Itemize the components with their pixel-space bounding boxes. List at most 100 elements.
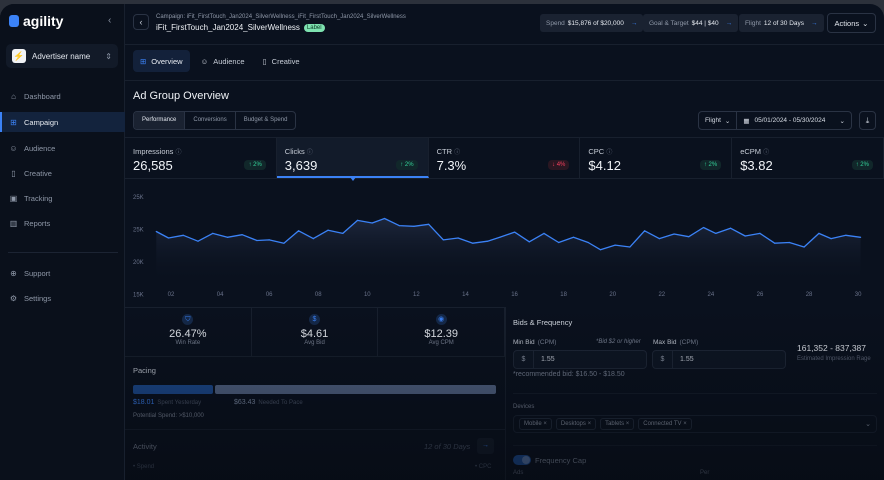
close-icon[interactable]: × bbox=[587, 421, 592, 427]
x-tick-label: 14 bbox=[462, 292, 469, 298]
stat-win-rate: ⛉ 26.47% Win Rate bbox=[125, 308, 252, 356]
globe-icon: ⊕ bbox=[10, 268, 17, 278]
tab-overview[interactable]: ⊞ Overview bbox=[133, 50, 190, 72]
advertiser-name: Advertiser name bbox=[32, 51, 91, 61]
divider bbox=[125, 429, 505, 430]
pill-label: Goal & Target bbox=[649, 19, 689, 27]
back-button[interactable]: ‹ bbox=[133, 14, 149, 30]
metric-change-badge: ↑ 2% bbox=[851, 160, 873, 170]
max-bid-label: Max Bid (CPM) bbox=[653, 339, 698, 346]
x-tick-label: 28 bbox=[806, 292, 813, 298]
device-chip[interactable]: Tablets × bbox=[600, 418, 635, 430]
label-badge: Label bbox=[303, 23, 325, 32]
per-label: Per bbox=[700, 470, 710, 476]
segment-conversions[interactable]: Conversions bbox=[185, 112, 236, 129]
sidebar-item-settings[interactable]: ⚙ Settings bbox=[0, 288, 125, 308]
chip-label: Mobile bbox=[524, 421, 542, 427]
download-button[interactable]: ⤓ bbox=[859, 111, 876, 130]
date-range-picker[interactable]: ▦ 05/01/2024 - 05/30/2024 ⌄ bbox=[737, 117, 851, 125]
activity-next-button[interactable]: → bbox=[477, 438, 494, 454]
flight-pill[interactable]: Flight 12 of 30 Days → bbox=[739, 14, 824, 32]
data-point bbox=[327, 229, 329, 231]
spend-pill[interactable]: Spend $15,876 of $20,000 → bbox=[540, 14, 644, 32]
info-icon[interactable]: ⓘ bbox=[606, 150, 613, 156]
data-point bbox=[486, 240, 489, 242]
creative-icon: ▯ bbox=[11, 168, 16, 178]
users-icon: ☺ bbox=[200, 56, 209, 66]
x-tick-label: 08 bbox=[315, 292, 322, 298]
data-point bbox=[558, 241, 560, 244]
device-chip[interactable]: Connected TV × bbox=[638, 418, 692, 430]
metric-label: Impressions ⓘ bbox=[133, 147, 182, 156]
stats-row: ⛉ 26.47% Win Rate $ $4.61 Avg Bid ◉ $12.39 Avg… bbox=[125, 307, 506, 357]
sidebar-item-audience[interactable]: ☺ Audience bbox=[0, 138, 125, 158]
devices-multiselect[interactable]: Mobile × Desktops × Tablets × Connected … bbox=[513, 415, 877, 433]
sidebar-item-support[interactable]: ⊕ Support bbox=[0, 263, 125, 283]
dollar-icon: $ bbox=[514, 351, 534, 368]
actions-button[interactable]: Actions ⌄ bbox=[827, 13, 876, 33]
dollar-icon: $ bbox=[309, 314, 320, 325]
breadcrumb[interactable]: Campaign: iFit_FirstTouch_Jan2024_Silver… bbox=[156, 14, 406, 20]
close-icon[interactable]: × bbox=[625, 421, 630, 427]
metric-tab-ctr[interactable]: CTR ⓘ 7.3% ↓ 4% bbox=[429, 138, 581, 178]
segment-budget-spend[interactable]: Budget & Spend bbox=[243, 117, 288, 123]
metric-change-badge: ↑ 2% bbox=[699, 160, 722, 170]
tracking-icon: ▣ bbox=[9, 193, 18, 203]
sidebar-item-campaign[interactable]: ⊞ Campaign bbox=[0, 112, 125, 132]
data-point bbox=[283, 242, 285, 244]
tab-creative[interactable]: ▯ Creative bbox=[256, 50, 307, 72]
device-chip[interactable]: Desktops × bbox=[555, 418, 597, 430]
needed-label: Needed To Pace bbox=[258, 400, 303, 406]
metric-tab-cpc[interactable]: CPC ⓘ $4.12 ↑ 2% bbox=[580, 138, 733, 178]
tab-label: Audience bbox=[213, 56, 245, 66]
info-icon[interactable]: ⓘ bbox=[763, 150, 770, 156]
data-point bbox=[818, 232, 820, 234]
data-point bbox=[629, 246, 631, 248]
flight-select[interactable]: Flight ⌄ bbox=[699, 112, 738, 129]
sidebar-item-dashboard[interactable]: ⌂ Dashboard bbox=[0, 86, 125, 106]
metric-change-badge: ↑ 2% bbox=[396, 160, 418, 170]
goal-pill[interactable]: Goal & Target $44 | $40 → bbox=[643, 14, 739, 32]
legend-spend: • Spend bbox=[133, 464, 155, 470]
nav-label: Settings bbox=[24, 293, 52, 303]
tab-label: Overview bbox=[151, 56, 183, 66]
segment-performance[interactable]: Performance bbox=[134, 112, 186, 129]
data-point bbox=[845, 234, 847, 236]
sidebar-item-reports[interactable]: ▥ Reports bbox=[0, 213, 125, 233]
min-bid-input[interactable]: $1.55 bbox=[513, 350, 647, 369]
devices-label: Devices bbox=[513, 404, 535, 410]
chip-label: Tablets bbox=[605, 421, 625, 427]
y-tick-label: 25K bbox=[133, 228, 144, 234]
stat-label: Avg CPM bbox=[428, 340, 454, 346]
advertiser-switcher[interactable]: ⚡ Advertiser name ⇕ bbox=[6, 44, 118, 68]
data-point bbox=[398, 225, 400, 227]
max-bid-input[interactable]: $1.55 bbox=[652, 350, 786, 369]
series-line bbox=[155, 217, 861, 251]
metric-tab-clicks[interactable]: Clicks ⓘ 3,639 ↑ 2% bbox=[276, 138, 429, 178]
grid-icon: ⊞ bbox=[10, 117, 17, 127]
sidebar-item-tracking[interactable]: ▣ Tracking bbox=[0, 188, 125, 208]
needed-to-pace: $63.43 Needed To Pace bbox=[234, 399, 303, 406]
stat-avg-cpm: ◉ $12.39 Avg CPM bbox=[378, 308, 506, 356]
frequency-cap-toggle[interactable] bbox=[513, 455, 531, 465]
info-icon[interactable]: ⓘ bbox=[454, 150, 461, 156]
metric-tab-impressions[interactable]: Impressions ⓘ 26,585 ↑ 2% bbox=[125, 138, 277, 178]
device-chip[interactable]: Mobile × bbox=[519, 418, 552, 430]
close-icon[interactable]: × bbox=[543, 421, 547, 427]
metric-tab-ecpm[interactable]: eCPM ⓘ $3.82 ↑ 2% bbox=[732, 138, 884, 178]
sidebar-item-creative[interactable]: ▯ Creative bbox=[0, 163, 125, 183]
collapse-sidebar-icon[interactable]: ‹ bbox=[108, 15, 112, 26]
data-point bbox=[383, 217, 386, 220]
data-point bbox=[614, 244, 616, 246]
calendar-icon: ▦ bbox=[743, 117, 750, 125]
metric-label-text: Clicks bbox=[284, 147, 305, 156]
info-icon[interactable]: ⓘ bbox=[306, 150, 313, 156]
close-icon[interactable]: × bbox=[683, 421, 687, 427]
data-point bbox=[744, 235, 746, 237]
metric-label: Clicks ⓘ bbox=[285, 147, 313, 156]
metric-label-text: CPC bbox=[588, 147, 605, 156]
nav-label: Reports bbox=[24, 218, 51, 228]
info-icon[interactable]: ⓘ bbox=[175, 150, 182, 156]
tab-audience[interactable]: ☺ Audience bbox=[194, 50, 252, 72]
nav-label: Creative bbox=[24, 168, 52, 178]
